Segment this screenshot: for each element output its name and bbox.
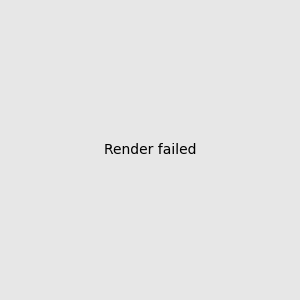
Text: Render failed: Render failed: [104, 143, 196, 157]
